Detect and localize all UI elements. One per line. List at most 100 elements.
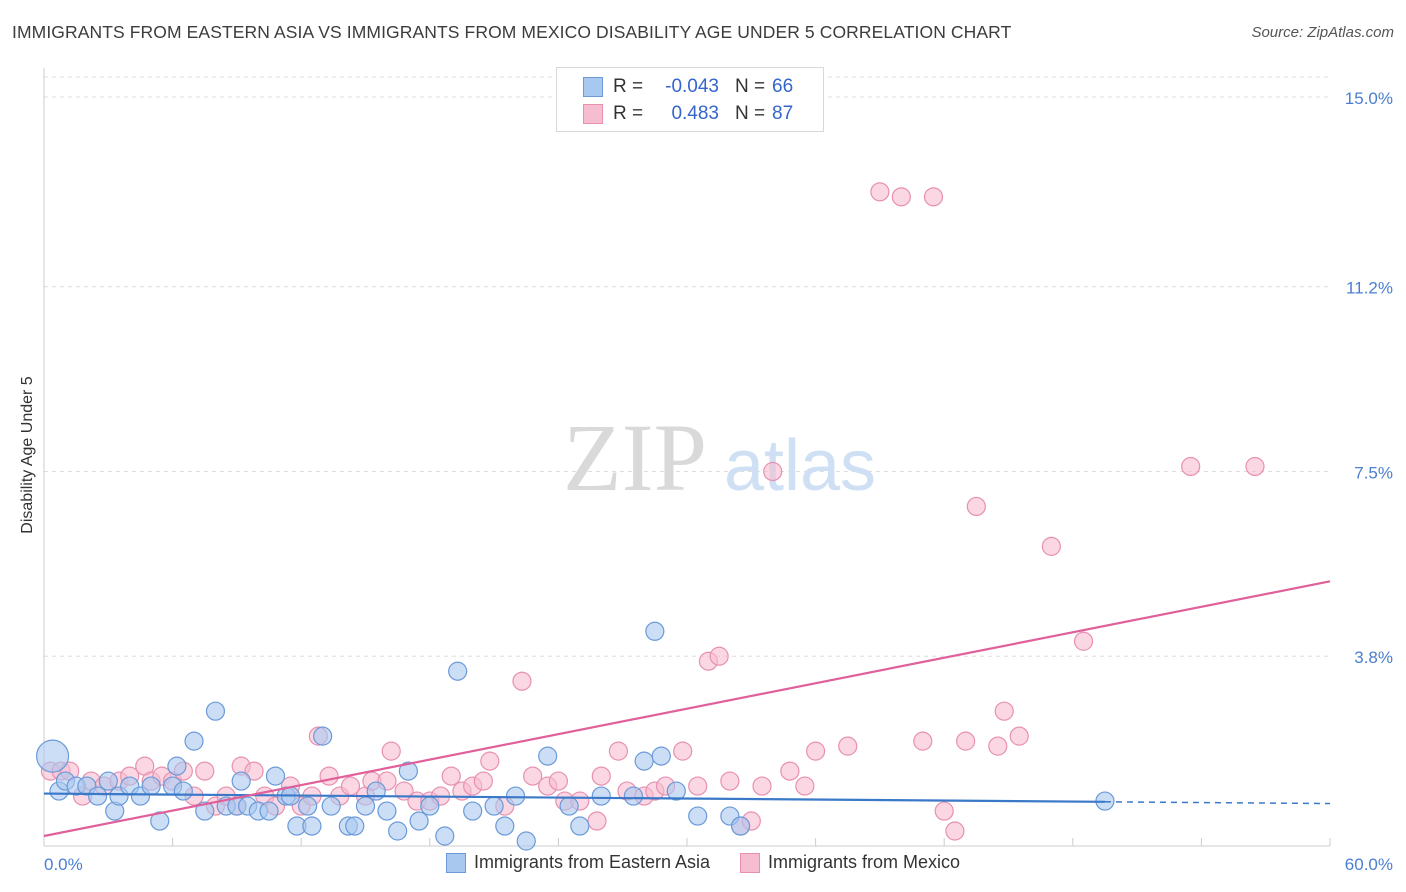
point-mexico-14 — [195, 761, 215, 781]
n-value: 87 — [772, 103, 794, 124]
point-mexico-43 — [512, 671, 532, 691]
point-mexico-51 — [608, 741, 629, 761]
point-eastern-asia-39 — [398, 761, 418, 781]
point-mexico-71 — [913, 731, 933, 751]
stats-swatch-mexico — [583, 104, 603, 124]
point-mexico-50 — [591, 766, 611, 786]
watermark: ZIP atlas — [563, 404, 876, 511]
point-eastern-asia-40 — [409, 811, 429, 831]
point-eastern-asia-5 — [87, 786, 108, 806]
trend-lines — [43, 580, 1331, 838]
n-label: N = — [735, 103, 766, 124]
y-tick-label-0: 3.8% — [1354, 648, 1393, 667]
point-eastern-asia-36 — [366, 781, 386, 801]
legend-swatch-mexico — [740, 852, 761, 873]
point-mexico-68 — [838, 736, 858, 756]
point-eastern-asia-56 — [651, 746, 671, 766]
point-mexico-75 — [956, 731, 976, 751]
point-eastern-asia-37 — [377, 801, 397, 821]
point-eastern-asia-29 — [298, 796, 318, 816]
point-eastern-asia-17 — [195, 801, 215, 821]
point-eastern-asia-54 — [634, 751, 654, 771]
r-value: -0.043 — [665, 76, 719, 97]
point-mexico-67 — [805, 741, 826, 761]
point-mexico-60 — [720, 771, 740, 791]
point-mexico-83 — [1245, 456, 1265, 477]
point-eastern-asia-49 — [538, 746, 558, 766]
point-eastern-asia-58 — [688, 806, 708, 826]
point-eastern-asia-50 — [559, 796, 579, 816]
point-mexico-69 — [870, 182, 890, 202]
watermark-zip: ZIP — [563, 404, 707, 511]
point-eastern-asia-32 — [321, 796, 341, 816]
point-eastern-asia-48 — [516, 831, 536, 851]
point-eastern-asia-38 — [388, 821, 408, 841]
legend-item-mexico[interactable]: Immigrants from Mexico — [740, 852, 960, 873]
point-eastern-asia-53 — [623, 786, 644, 806]
stats-legend-box: R = -0.043 N = 66 R = 0.483 N = 87 — [556, 67, 824, 132]
point-eastern-asia-25 — [265, 766, 286, 786]
point-mexico-81 — [1073, 631, 1094, 651]
point-mexico-78 — [994, 701, 1014, 721]
trend-line-eastern-asia — [43, 792, 1105, 803]
point-mexico-82 — [1181, 456, 1201, 477]
point-eastern-asia-55 — [645, 621, 665, 641]
watermark-atlas: atlas — [724, 426, 876, 506]
point-eastern-asia-57 — [666, 781, 686, 801]
point-eastern-asia-0 — [35, 739, 70, 773]
point-eastern-asia-14 — [167, 756, 187, 776]
point-eastern-asia-30 — [302, 816, 322, 836]
point-mexico-57 — [688, 776, 708, 796]
axes — [43, 68, 1331, 847]
x-tick-label-max: 60.0% — [1345, 855, 1393, 874]
point-mexico-76 — [966, 496, 986, 517]
series-mexico-points — [40, 182, 1265, 841]
point-eastern-asia-16 — [184, 731, 204, 751]
n-value: 66 — [772, 76, 794, 97]
point-mexico-73 — [934, 801, 954, 821]
point-mexico-40 — [473, 771, 493, 791]
y-tick-label-1: 7.5% — [1354, 463, 1393, 482]
y-tick-label-3: 15.0% — [1345, 89, 1393, 108]
legend-swatch-eastern-asia — [445, 852, 466, 873]
point-mexico-74 — [945, 821, 965, 841]
point-mexico-44 — [523, 766, 543, 786]
point-mexico-72 — [923, 187, 944, 207]
source-label: Source: ZipAtlas.com — [1251, 24, 1394, 41]
legend-label-eastern-asia: Immigrants from Eastern Asia — [473, 852, 711, 872]
point-eastern-asia-60 — [730, 816, 751, 836]
chart-legend: Immigrants from Eastern Asia Immigrants … — [0, 852, 1406, 873]
r-label: R = — [613, 76, 644, 97]
point-eastern-asia-24 — [259, 801, 279, 821]
point-eastern-asia-47 — [505, 786, 526, 806]
point-mexico-77 — [988, 736, 1008, 756]
point-mexico-66 — [795, 776, 815, 796]
point-eastern-asia-6 — [98, 771, 118, 791]
r-value: 0.483 — [671, 103, 719, 124]
point-mexico-59 — [709, 646, 729, 666]
series-eastern-asia-points — [35, 621, 1115, 851]
point-mexico-46 — [548, 771, 569, 791]
legend-item-eastern-asia[interactable]: Immigrants from Eastern Asia — [445, 852, 711, 873]
legend-label-mexico: Immigrants from Mexico — [768, 852, 961, 872]
point-eastern-asia-44 — [463, 801, 483, 821]
point-mexico-64 — [763, 461, 783, 482]
point-mexico-41 — [480, 751, 500, 771]
point-eastern-asia-31 — [313, 726, 333, 746]
point-mexico-80 — [1041, 536, 1061, 556]
point-eastern-asia-18 — [205, 701, 226, 721]
point-eastern-asia-46 — [495, 816, 515, 836]
n-label: N = — [735, 76, 766, 97]
point-mexico-70 — [891, 187, 911, 207]
point-mexico-19 — [244, 761, 264, 781]
point-eastern-asia-21 — [231, 771, 251, 791]
point-mexico-32 — [381, 741, 401, 761]
point-eastern-asia-45 — [484, 796, 504, 816]
trend-line-eastern-asia-extension — [1104, 801, 1331, 805]
point-eastern-asia-11 — [141, 776, 161, 796]
point-eastern-asia-51 — [570, 816, 590, 836]
point-eastern-asia-42 — [435, 826, 455, 846]
point-mexico-79 — [1009, 726, 1029, 746]
point-mexico-49 — [587, 811, 607, 831]
grid-lines — [44, 76, 1330, 657]
